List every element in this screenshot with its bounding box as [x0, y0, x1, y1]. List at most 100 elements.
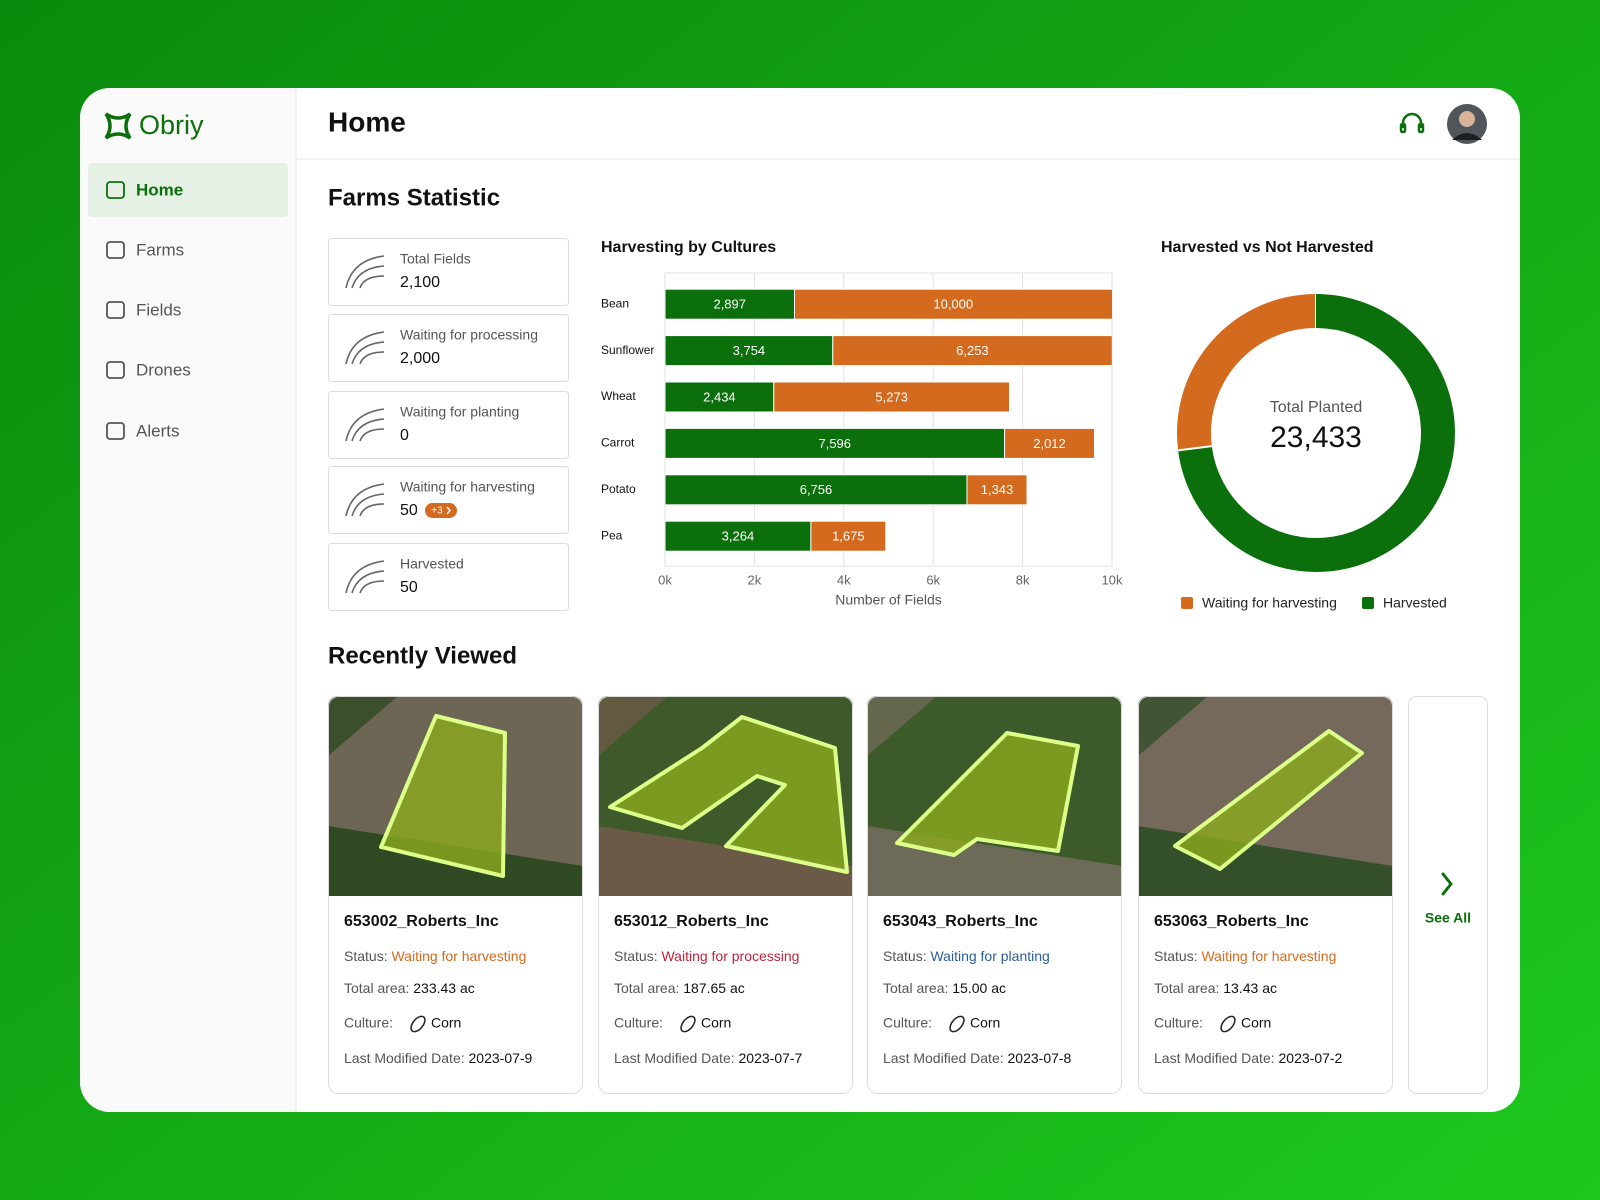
sidebar — [80, 88, 296, 1112]
bar-value-label: 2,434 — [703, 389, 736, 404]
logo-icon — [104, 112, 132, 140]
field-value: 2023-07-9 — [469, 1050, 533, 1066]
card-border — [867, 696, 1122, 1094]
field-card[interactable]: 653063_Roberts_Inc Status: Waiting for ha… — [1138, 696, 1393, 1094]
card-culture: Corn — [970, 1015, 1000, 1031]
chart-title: Harvesting by Cultures — [601, 239, 776, 256]
bar-segment — [966, 474, 1028, 506]
legend-label: Waiting for harvesting — [1202, 595, 1337, 611]
bars — [665, 288, 1112, 552]
field-value: 2023-07-7 — [739, 1050, 803, 1066]
card-status: Status: Waiting for harvesting — [1154, 948, 1336, 964]
stat-badge-text: +3 — [431, 506, 443, 517]
stat-label: Harvested — [400, 556, 464, 572]
see-all-label: See All — [1425, 910, 1471, 926]
x-tick-label: 8k — [1016, 572, 1030, 587]
y-tick-label: Pea — [601, 528, 623, 542]
card-date: Last Modified Date: 2023-07-2 — [1154, 1050, 1343, 1066]
bar-value-label: 1,343 — [981, 482, 1014, 497]
stat-card: Waiting for planting 0 — [328, 391, 569, 459]
nav-item[interactable]: Drones — [106, 360, 191, 379]
field-label: Status: — [614, 948, 658, 964]
y-tick-label: Potato — [601, 482, 636, 496]
stat-value: 50 — [400, 502, 418, 519]
card-area: Total area: 187.65 ac — [614, 980, 745, 996]
donut-center-value: 23,433 — [1270, 421, 1362, 454]
nav-item[interactable]: Alerts — [106, 421, 179, 440]
nav-icon — [106, 301, 125, 319]
card-culture-label: Culture: — [1154, 1015, 1203, 1031]
card-culture: Corn — [1241, 1015, 1271, 1031]
stat-value: 2,100 — [400, 274, 440, 291]
bar-segment — [665, 474, 968, 506]
field-outline — [379, 714, 507, 878]
support-icon[interactable] — [1399, 112, 1425, 134]
card-border — [598, 696, 853, 1094]
nav-label: Home — [136, 180, 183, 199]
field-label: Last Modified Date: — [1154, 1050, 1275, 1066]
field-value: Waiting for planting — [930, 948, 1049, 964]
card-date: Last Modified Date: 2023-07-9 — [344, 1050, 533, 1066]
avatar[interactable] — [1447, 104, 1487, 144]
field-card[interactable]: 653002_Roberts_Inc Status: Waiting for ha… — [328, 696, 583, 1094]
card-culture: Corn — [701, 1015, 731, 1031]
stat-icon — [345, 560, 385, 594]
bar-segment — [810, 520, 887, 552]
card-area: Total area: 15.00 ac — [883, 980, 1006, 996]
stat-icon — [345, 483, 385, 517]
x-axis-label: Number of Fields — [835, 592, 942, 608]
card-area: Total area: 13.43 ac — [1154, 980, 1277, 996]
bar-segment — [793, 288, 1112, 320]
corn-icon — [1220, 1015, 1236, 1033]
chart-title: Harvested vs Not Harvested — [1161, 239, 1374, 256]
field-label: Total area: — [344, 980, 409, 996]
see-all[interactable]: See All — [1408, 696, 1488, 1094]
nav-label: Drones — [136, 360, 191, 379]
bar-value-label: 2,012 — [1033, 436, 1066, 451]
legend-swatch — [1181, 597, 1193, 609]
image-patch — [1138, 696, 1208, 756]
card-title: 653043_Roberts_Inc — [883, 913, 1038, 930]
bar-segment — [665, 427, 1006, 459]
field-card[interactable]: 653043_Roberts_Inc Status: Waiting for pl… — [867, 696, 1122, 1094]
field-value: 15.00 ac — [952, 980, 1006, 996]
bar-value-label: 6,253 — [956, 343, 989, 358]
field-value: 233.43 ac — [413, 980, 475, 996]
field-value: Waiting for harvesting — [1201, 948, 1336, 964]
nav-icon — [106, 241, 125, 259]
donut-segment — [1177, 294, 1317, 451]
stat-card: Waiting for harvesting 50 +3 — [328, 466, 569, 534]
stat-label: Waiting for processing — [400, 327, 538, 343]
x-tick-label: 6k — [926, 572, 940, 587]
field-card[interactable]: 653012_Roberts_Inc Status: Waiting for pr… — [598, 696, 853, 1094]
card-culture-label: Culture: — [614, 1015, 663, 1031]
corn-icon — [410, 1015, 426, 1033]
nav-item[interactable]: Fields — [106, 300, 181, 319]
field-value: 2023-07-8 — [1008, 1050, 1072, 1066]
stat-card: Harvested 50 — [328, 543, 569, 611]
corn-icon — [680, 1015, 696, 1033]
logo-text: Obriy — [139, 110, 204, 140]
legend-swatch — [1362, 597, 1374, 609]
section-title: Recently Viewed — [328, 642, 517, 669]
see-all-chevron — [1441, 872, 1453, 896]
y-tick-label: Bean — [601, 296, 629, 310]
card-status: Status: Waiting for planting — [883, 948, 1050, 964]
stat-card: Total Fields 2,100 — [328, 238, 569, 306]
stat-card-box — [328, 238, 569, 306]
nav-item[interactable]: Farms — [106, 240, 184, 259]
card-border — [1138, 696, 1393, 1094]
stat-value: 50 — [400, 579, 418, 596]
stat-card-box — [328, 466, 569, 534]
field-label: Last Modified Date: — [614, 1050, 735, 1066]
y-tick-label: Carrot — [601, 436, 635, 450]
nav-item[interactable]: Home — [106, 180, 183, 199]
field-label: Total area: — [1154, 980, 1219, 996]
stat-card-box — [328, 543, 569, 611]
bar-value-label: 1,675 — [832, 529, 865, 544]
donut-separator — [1177, 445, 1212, 452]
stat-value: 0 — [400, 427, 409, 444]
field-label: Status: — [344, 948, 388, 964]
field-image — [867, 696, 1122, 896]
stat-icon — [345, 331, 385, 365]
